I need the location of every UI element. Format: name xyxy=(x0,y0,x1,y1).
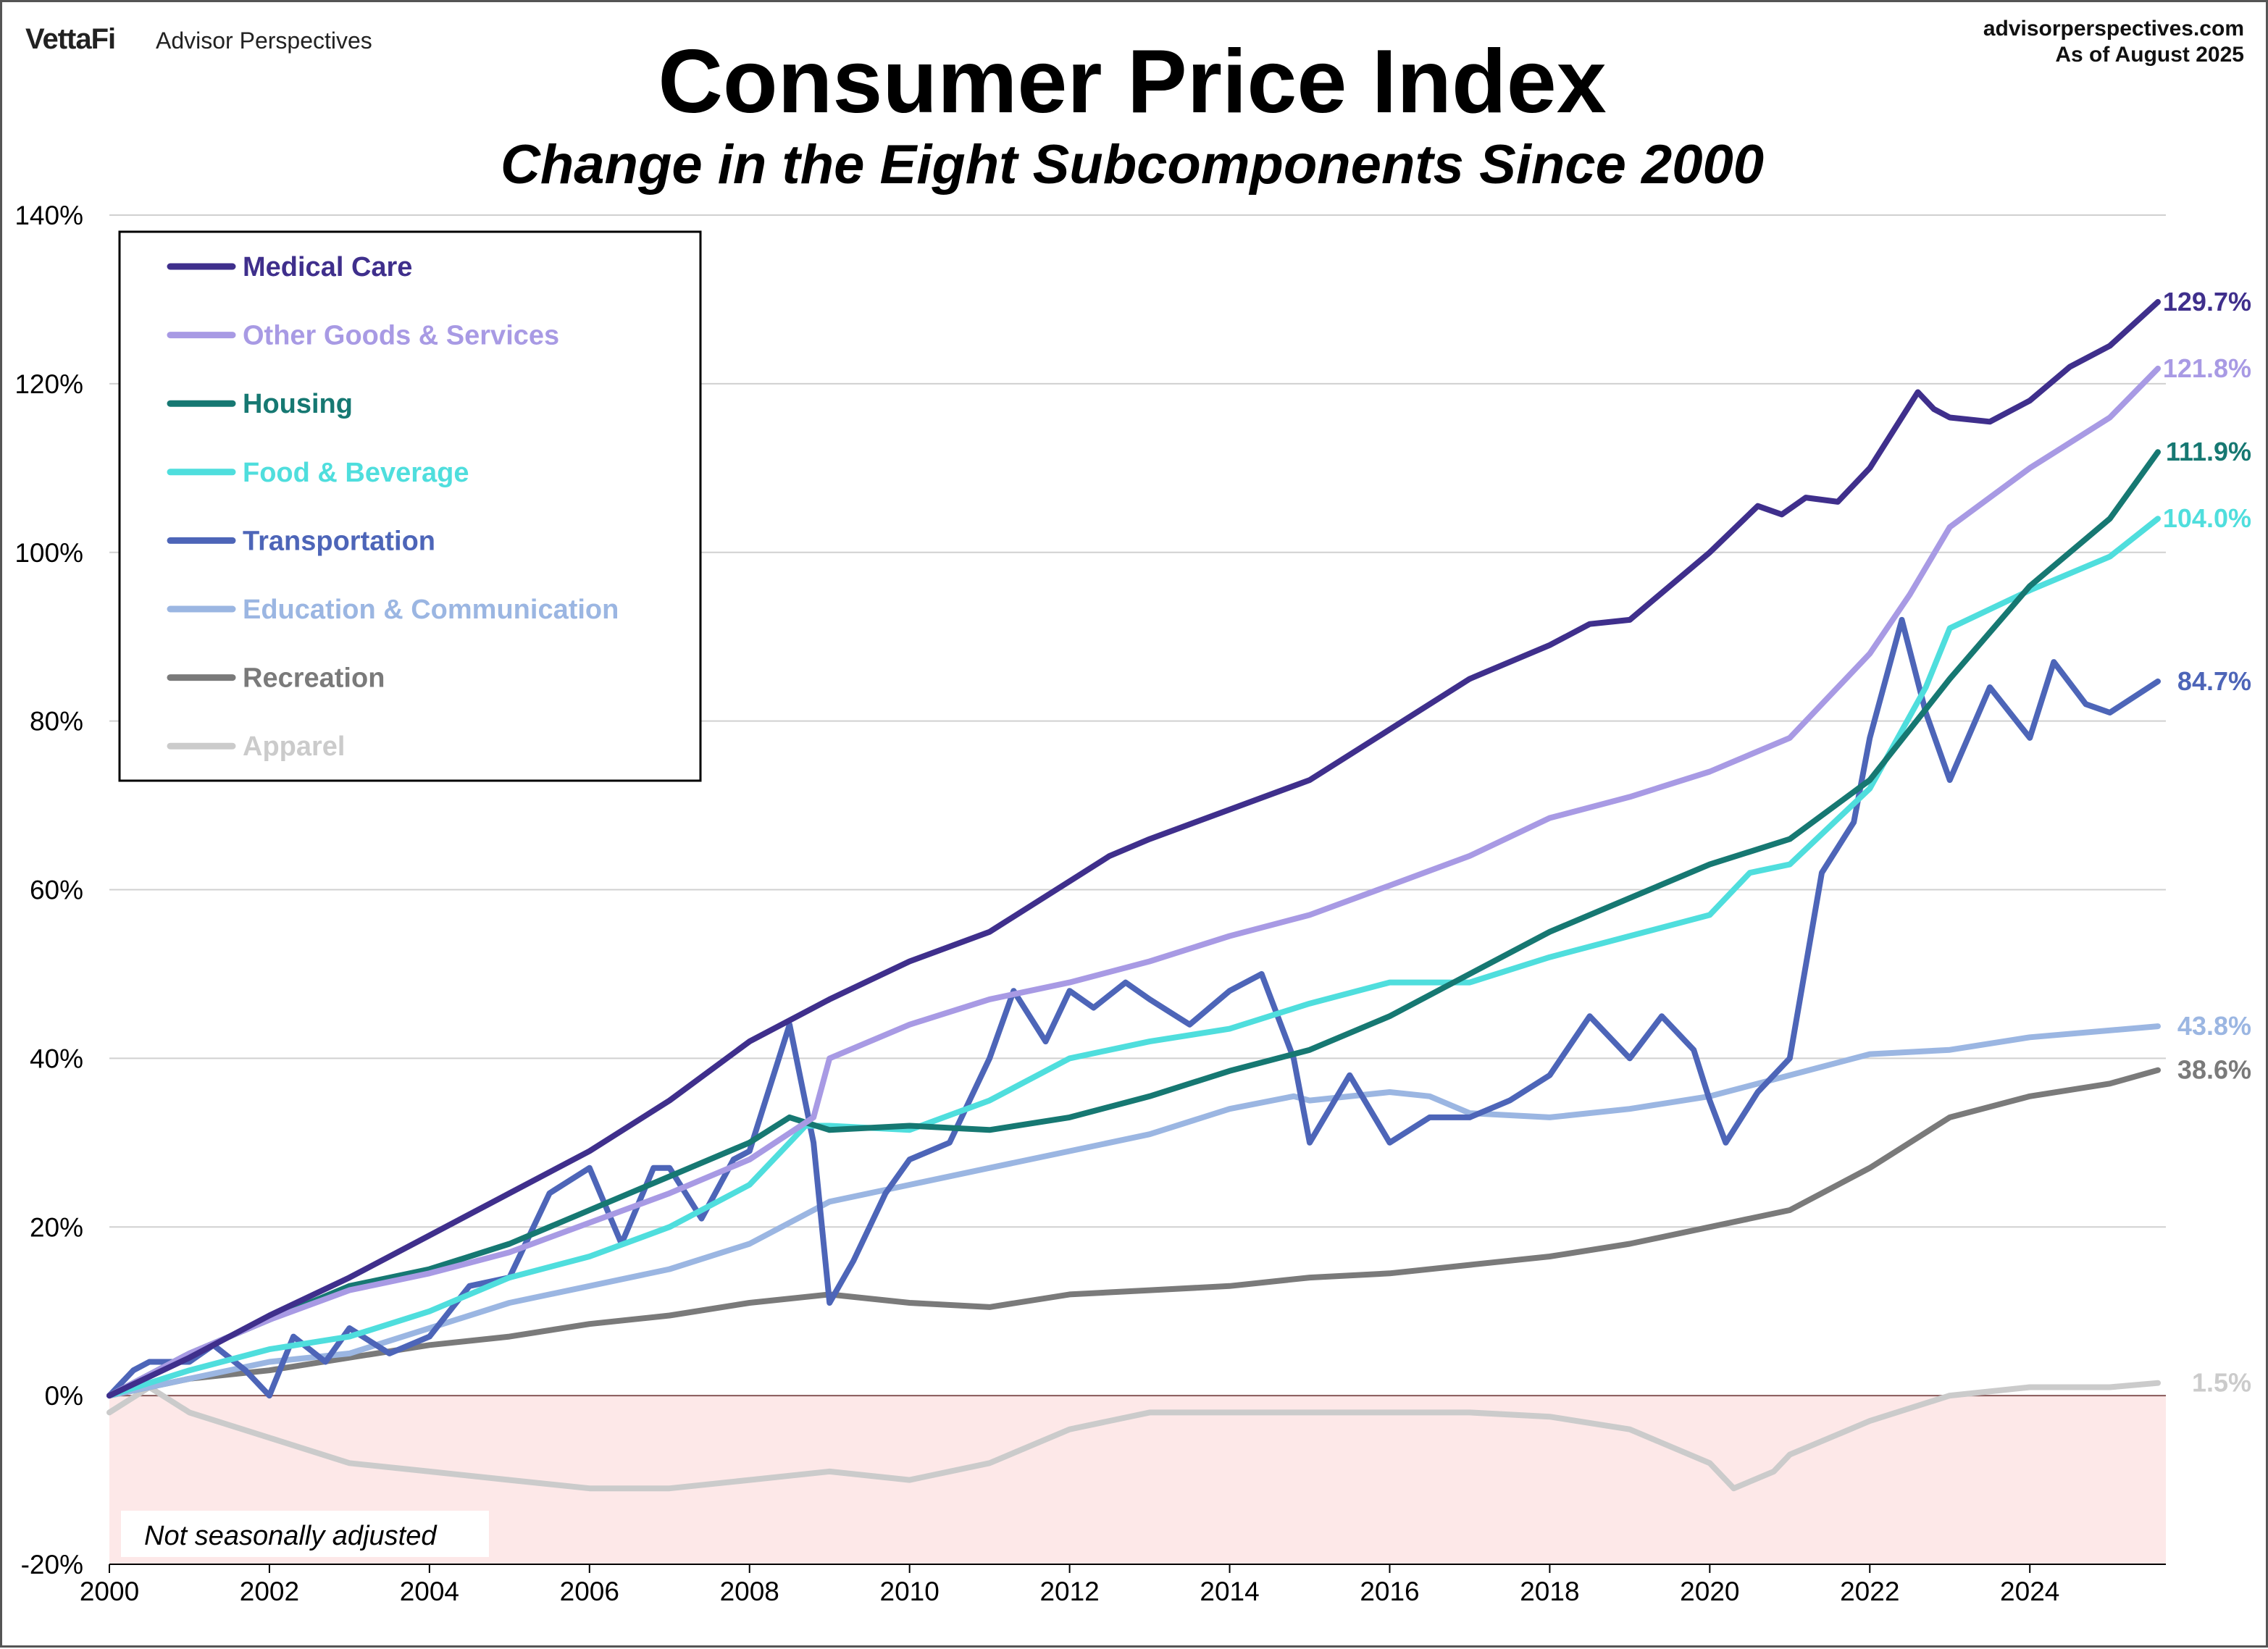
site-url: advisorperspectives.com xyxy=(1983,17,2244,41)
x-tick-label: 2000 xyxy=(80,1577,139,1606)
x-tick-label: 2012 xyxy=(1039,1577,1099,1606)
legend-label: Apparel xyxy=(243,731,345,762)
x-tick-label: 2008 xyxy=(720,1577,779,1606)
end-value-label: 111.9% xyxy=(2166,437,2251,466)
x-tick-label: 2002 xyxy=(240,1577,299,1606)
series-line xyxy=(106,1023,2161,1399)
end-value-label: 104.0% xyxy=(2163,503,2251,533)
x-tick-label: 2014 xyxy=(1200,1577,1259,1606)
legend-box xyxy=(118,230,702,782)
y-tick-label: -20% xyxy=(21,1550,83,1579)
end-value-label: 1.5% xyxy=(2192,1368,2251,1398)
series-line xyxy=(106,449,2161,1399)
x-tick-label: 2018 xyxy=(1520,1577,1579,1606)
legend-label: Medical Care xyxy=(243,252,412,282)
y-tick-label: 100% xyxy=(14,538,83,568)
legend-label: Other Goods & Services xyxy=(243,321,559,351)
legend-label: Education & Communication xyxy=(243,595,619,625)
series-line xyxy=(106,298,2161,1399)
end-value-label: 121.8% xyxy=(2163,353,2251,383)
y-tick-label: 140% xyxy=(14,201,83,230)
x-tick-label: 2020 xyxy=(1680,1577,1739,1606)
note-text: Not seasonally adjusted xyxy=(144,1521,438,1551)
end-value-label: 38.6% xyxy=(2177,1055,2251,1085)
series-line xyxy=(106,616,2161,1399)
end-labels: 129.7% 121.8% 111.9% 104.0% 84.7% 43.8% 38.6% 1… xyxy=(2163,287,2251,1398)
note-box xyxy=(121,1511,489,1557)
as-of-date: As of August 2025 xyxy=(2055,43,2244,67)
y-tick-label: 120% xyxy=(14,369,83,399)
series-line xyxy=(106,1067,2161,1399)
legend-label: Recreation xyxy=(243,663,385,694)
series-lines xyxy=(106,298,2161,1492)
brand-logo: VettaFi xyxy=(25,23,115,55)
y-axis: -20% 0% 20% 40% 60% 80% 100% 120% 140% xyxy=(14,201,83,1579)
x-tick-label: 2022 xyxy=(1840,1577,1899,1606)
y-tick-label: 60% xyxy=(30,876,83,905)
x-tick-label: 2004 xyxy=(400,1577,459,1606)
y-tick-label: 40% xyxy=(30,1044,83,1073)
series-line xyxy=(106,1380,2161,1492)
end-value-label: 84.7% xyxy=(2177,666,2251,696)
x-tick-label: 2024 xyxy=(2000,1577,2059,1606)
legend: Medical Care Other Goods & Services Housin… xyxy=(118,230,702,782)
legend-label: Housing xyxy=(243,389,353,419)
series-line xyxy=(106,365,2161,1399)
x-tick-label: 2006 xyxy=(560,1577,619,1606)
x-tick-label: 2010 xyxy=(880,1577,940,1606)
legend-label: Transportation xyxy=(243,526,435,556)
chart-subtitle: Change in the Eight Subcomponents Since … xyxy=(501,134,1764,196)
y-tick-label: 0% xyxy=(45,1381,83,1411)
end-value-label: 43.8% xyxy=(2177,1011,2251,1041)
brand-subtitle: Advisor Perspectives xyxy=(156,28,372,54)
x-axis: 2000 2002 2004 2006 2008 2010 2012 2014 2016 2018… xyxy=(80,1564,2166,1606)
end-value-label: 129.7% xyxy=(2163,287,2251,316)
y-tick-label: 80% xyxy=(30,707,83,737)
x-tick-label: 2016 xyxy=(1360,1577,1419,1606)
legend-label: Food & Beverage xyxy=(243,458,469,488)
y-tick-label: 20% xyxy=(30,1212,83,1242)
chart-title: Consumer Price Index xyxy=(658,32,1606,132)
